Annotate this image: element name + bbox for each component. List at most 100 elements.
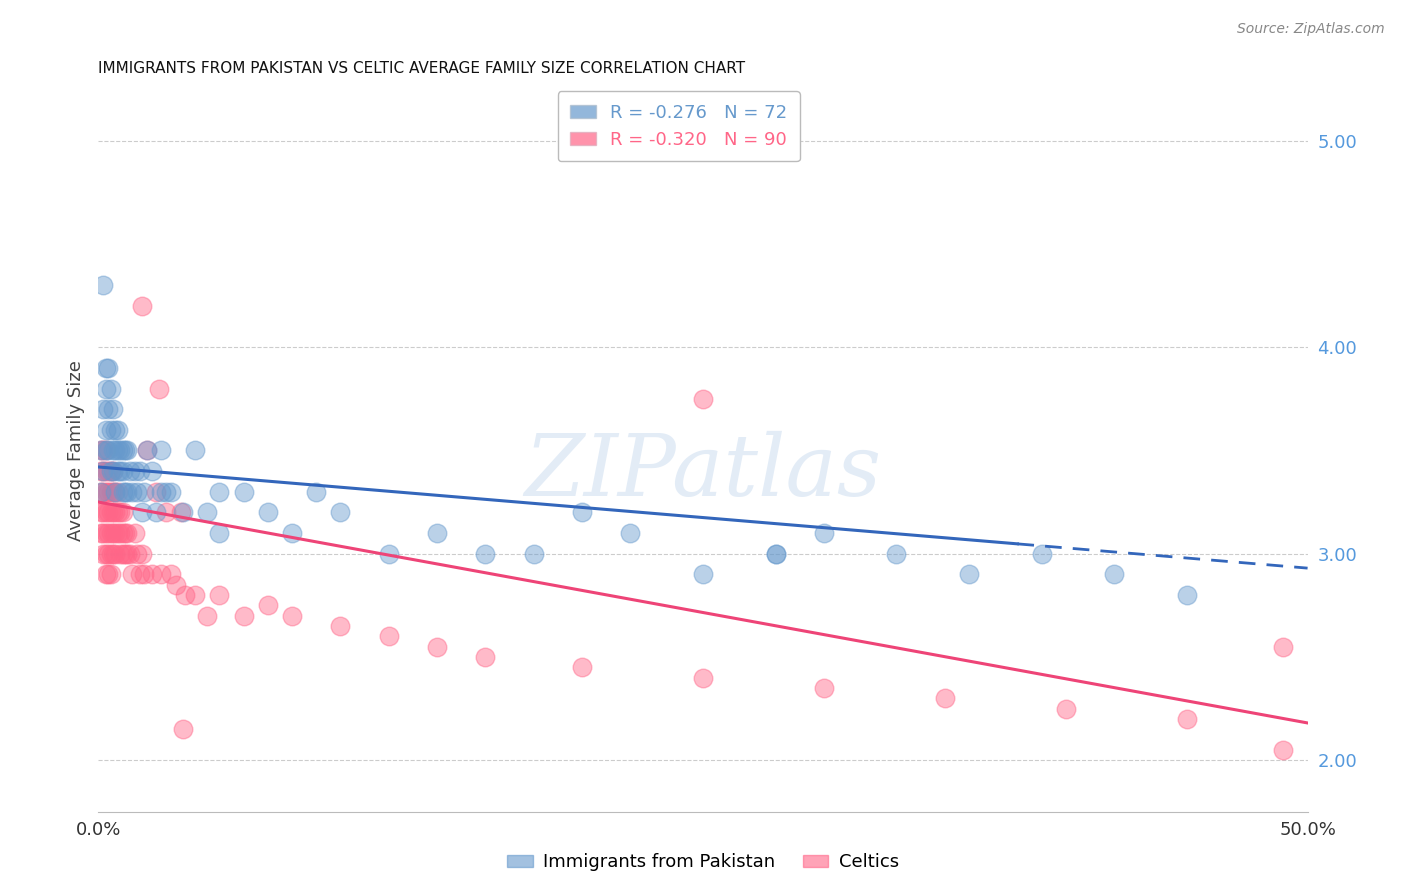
Point: [101, 464, 124, 478]
Point: [232, 608, 254, 623]
Point: [145, 505, 167, 519]
Point: [97, 464, 120, 478]
Point: [97, 402, 120, 417]
Point: [100, 526, 122, 541]
Point: [100, 567, 122, 582]
Point: [155, 505, 177, 519]
Point: [94, 443, 117, 458]
Point: [160, 567, 183, 582]
Point: [100, 464, 122, 478]
Point: [165, 577, 187, 591]
Point: [100, 382, 122, 396]
Point: [107, 443, 129, 458]
Point: [1272, 640, 1295, 654]
Text: ZIPatlas: ZIPatlas: [524, 431, 882, 514]
Point: [329, 619, 352, 633]
Point: [1102, 567, 1125, 582]
Point: [94, 360, 117, 375]
Point: [107, 526, 129, 541]
Point: [104, 484, 127, 499]
Point: [108, 547, 131, 561]
Point: [111, 464, 134, 478]
Point: [232, 484, 254, 499]
Point: [131, 299, 153, 313]
Point: [97, 443, 120, 458]
Point: [100, 547, 122, 561]
Point: [377, 629, 399, 643]
Point: [90, 484, 112, 499]
Point: [104, 484, 127, 499]
Point: [692, 567, 714, 582]
Point: [114, 484, 136, 499]
Point: [111, 505, 134, 519]
Point: [128, 567, 150, 582]
Point: [1175, 712, 1198, 726]
Point: [329, 505, 352, 519]
Point: [145, 484, 167, 499]
Point: [195, 505, 218, 519]
Point: [305, 484, 328, 499]
Point: [1175, 588, 1198, 602]
Point: [1031, 547, 1053, 561]
Point: [104, 443, 127, 458]
Point: [426, 640, 449, 654]
Point: [90, 505, 112, 519]
Point: [135, 443, 157, 458]
Point: [208, 588, 231, 602]
Point: [692, 392, 714, 406]
Point: [91, 526, 114, 541]
Point: [90, 464, 112, 478]
Point: [114, 443, 136, 458]
Point: [765, 547, 787, 561]
Point: [571, 660, 593, 674]
Point: [141, 464, 163, 478]
Point: [155, 484, 177, 499]
Point: [108, 505, 131, 519]
Point: [100, 464, 122, 478]
Point: [281, 526, 304, 541]
Point: [118, 547, 141, 561]
Legend: Immigrants from Pakistan, Celtics: Immigrants from Pakistan, Celtics: [501, 847, 905, 879]
Point: [94, 423, 117, 437]
Point: [94, 567, 117, 582]
Point: [377, 547, 399, 561]
Point: [90, 443, 112, 458]
Point: [169, 505, 191, 519]
Point: [127, 547, 149, 561]
Point: [97, 360, 120, 375]
Point: [208, 526, 231, 541]
Point: [150, 443, 173, 458]
Point: [127, 484, 149, 499]
Point: [94, 526, 117, 541]
Point: [90, 526, 112, 541]
Point: [281, 608, 304, 623]
Point: [128, 464, 150, 478]
Point: [523, 547, 546, 561]
Point: [160, 484, 183, 499]
Point: [121, 484, 143, 499]
Point: [141, 567, 163, 582]
Point: [107, 423, 129, 437]
Point: [957, 567, 980, 582]
Point: [111, 443, 134, 458]
Point: [118, 464, 141, 478]
Point: [91, 402, 114, 417]
Point: [111, 547, 134, 561]
Point: [111, 484, 134, 499]
Point: [107, 484, 129, 499]
Point: [571, 505, 593, 519]
Point: [117, 484, 139, 499]
Point: [135, 443, 157, 458]
Point: [172, 722, 194, 736]
Point: [90, 484, 112, 499]
Point: [100, 484, 122, 499]
Point: [91, 278, 114, 293]
Point: [91, 547, 114, 561]
Point: [101, 505, 124, 519]
Point: [91, 464, 114, 478]
Point: [134, 484, 156, 499]
Point: [90, 443, 112, 458]
Point: [97, 567, 120, 582]
Point: [150, 484, 173, 499]
Point: [256, 505, 278, 519]
